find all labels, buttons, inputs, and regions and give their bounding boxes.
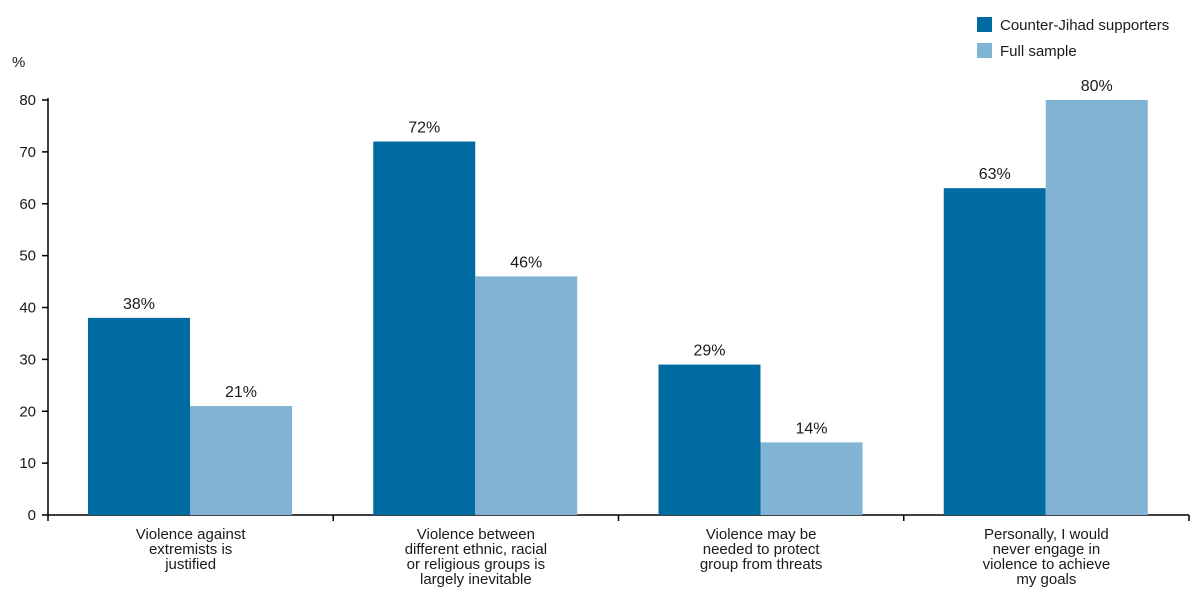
y-tick-label: 70 [19,144,36,161]
y-axis-unit-label: % [12,54,25,71]
bar [88,317,190,515]
y-tick-label: 10 [19,455,36,472]
y-tick-label: 0 [28,507,36,524]
data-label: 21% [225,384,257,401]
bar [373,141,476,515]
category-label-line: group from threats [700,556,823,573]
legend-label: Full sample [1000,43,1077,60]
category-label-line: largely inevitable [420,571,532,588]
category-label: Personally, I would never engage in violen… [983,526,1111,588]
y-tick-label: 20 [19,403,36,420]
y-axis: 0 10 20 30 40 50 60 70 80 [19,92,49,524]
bars [88,100,1148,515]
data-label: 38% [123,296,155,313]
category-label-line: Personally, I would [984,526,1109,543]
category-label-line: Violence between [417,526,535,543]
category-label-line: or religious groups is [407,556,545,573]
category-label: Violence may be needed to protect group fr… [700,526,823,573]
category-label-line: different ethnic, racial [405,541,547,558]
y-tick-label: 80 [19,92,36,109]
bar [190,406,292,515]
bar [1045,100,1148,515]
bar [658,364,761,515]
y-tick-label: 60 [19,196,36,213]
bar [943,188,1046,515]
bar [760,442,863,515]
category-label-line: justified [164,556,216,573]
bar [475,276,578,515]
category-label-line: never engage in [993,541,1101,558]
data-label: 29% [693,343,725,360]
data-label: 80% [1081,78,1113,95]
legend-swatch [977,43,992,58]
category-label-line: needed to protect [703,541,821,558]
legend-swatch [977,17,992,32]
category-label-line: violence to achieve [983,556,1111,573]
category-label: Violence between different ethnic, racial… [405,526,547,588]
data-label: 14% [795,420,827,437]
y-tick-label: 30 [19,351,36,368]
legend-label: Counter-Jihad supporters [1000,17,1169,34]
y-tick-label: 50 [19,248,36,265]
category-label-line: my goals [1016,571,1076,588]
data-label: 72% [408,120,440,137]
data-label: 63% [979,166,1011,183]
category-label-line: extremists is [149,541,232,558]
y-tick-label: 40 [19,300,36,317]
category-label-line: Violence against [136,526,247,543]
category-labels: Violence against extremists is justifiedVi… [136,526,1110,588]
category-label-line: Violence may be [706,526,817,543]
data-labels: 38% 72% 29% 63% 21% 46% 14% 80% [123,78,1113,437]
category-label: Violence against extremists is justified [136,526,247,573]
x-axis [47,514,1190,521]
legend: Counter-Jihad supporters Full sample [977,17,1169,60]
data-label: 46% [510,254,542,271]
